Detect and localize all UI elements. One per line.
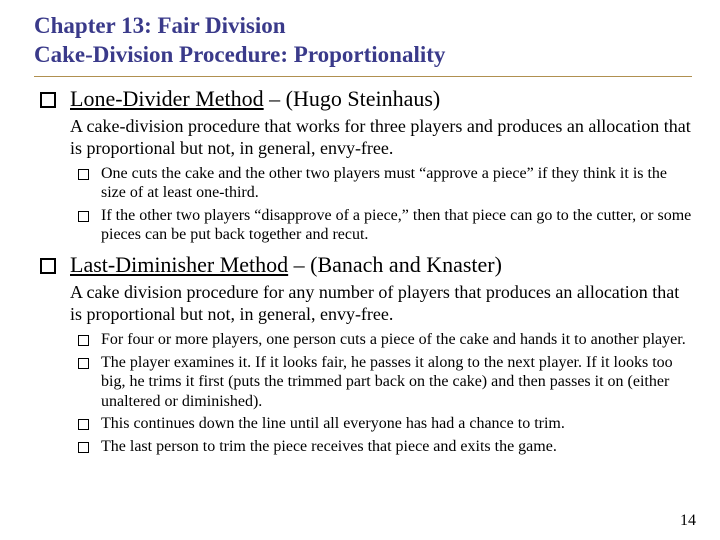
title-block: Chapter 13: Fair Division Cake-Division … (34, 12, 692, 77)
subitem-text: One cuts the cake and the other two play… (101, 164, 692, 203)
section-heading-text: Lone-Divider Method – (Hugo Steinhaus) (70, 85, 440, 113)
section-description: A cake division procedure for any number… (70, 282, 692, 326)
square-bullet-icon (40, 92, 56, 108)
title-line-1: Chapter 13: Fair Division (34, 12, 692, 41)
subitem-text: For four or more players, one person cut… (101, 330, 686, 350)
section-heading-text: Last-Diminisher Method – (Banach and Kna… (70, 251, 502, 279)
subitem: The last person to trim the piece receiv… (78, 437, 692, 457)
subitem: For four or more players, one person cut… (78, 330, 692, 350)
square-bullet-icon (40, 258, 56, 274)
square-bullet-small-icon (78, 419, 89, 430)
heading-rest: – (Banach and Knaster) (288, 252, 502, 277)
page-number: 14 (680, 512, 696, 530)
heading-underlined: Lone-Divider Method (70, 86, 264, 111)
subitem: One cuts the cake and the other two play… (78, 164, 692, 203)
section-heading: Lone-Divider Method – (Hugo Steinhaus) (40, 85, 692, 113)
subitem-text: The player examines it. If it looks fair… (101, 353, 692, 412)
square-bullet-small-icon (78, 211, 89, 222)
subitem: The player examines it. If it looks fair… (78, 353, 692, 412)
subitem: If the other two players “disapprove of … (78, 206, 692, 245)
subitem-text: If the other two players “disapprove of … (101, 206, 692, 245)
square-bullet-small-icon (78, 169, 89, 180)
section-heading: Last-Diminisher Method – (Banach and Kna… (40, 251, 692, 279)
heading-rest: – (Hugo Steinhaus) (264, 86, 441, 111)
title-line-2: Cake-Division Procedure: Proportionality (34, 41, 692, 70)
slide: Chapter 13: Fair Division Cake-Division … (0, 0, 720, 540)
section-description: A cake-division procedure that works for… (70, 116, 692, 160)
subitem-text: The last person to trim the piece receiv… (101, 437, 557, 457)
heading-underlined: Last-Diminisher Method (70, 252, 288, 277)
square-bullet-small-icon (78, 335, 89, 346)
subitem-text: This continues down the line until all e… (101, 414, 565, 434)
subitem: This continues down the line until all e… (78, 414, 692, 434)
square-bullet-small-icon (78, 442, 89, 453)
square-bullet-small-icon (78, 358, 89, 369)
